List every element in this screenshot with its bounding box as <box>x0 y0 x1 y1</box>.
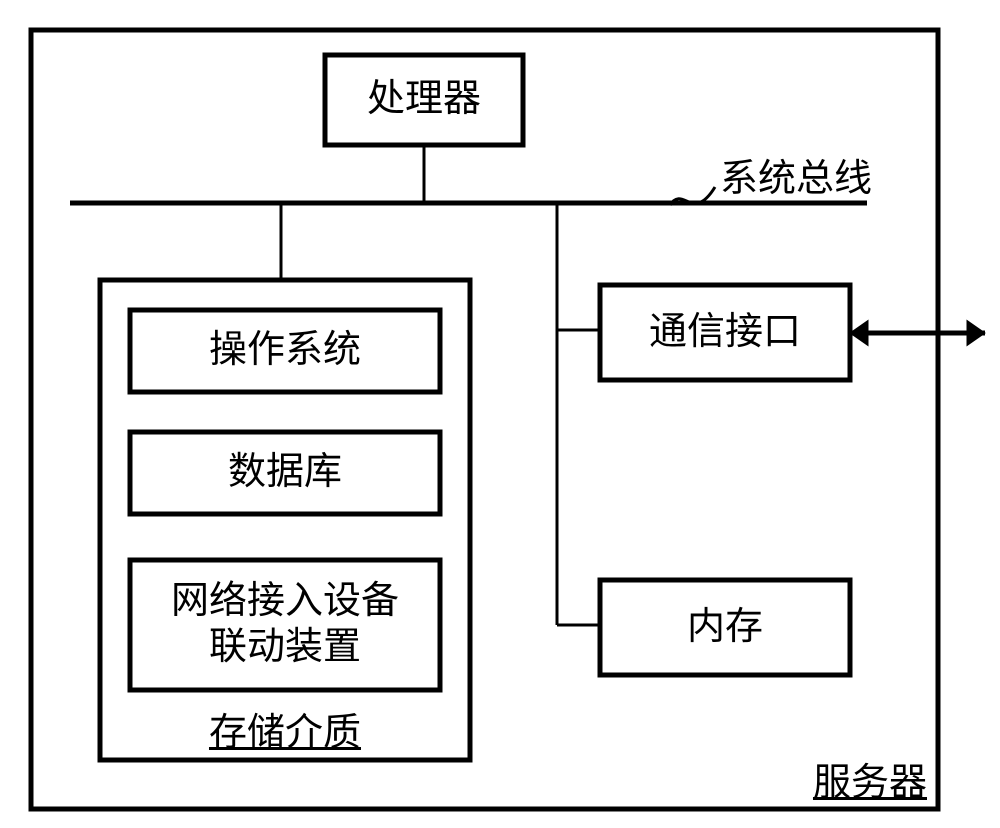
comm-interface-box: 通信接口 <box>600 285 850 380</box>
system-bus-label: 系统总线 <box>720 160 920 200</box>
storage-inner-1: 数据库 <box>130 432 440 514</box>
storage-medium-label: 存储介质 <box>100 710 470 758</box>
processor-box: 处理器 <box>325 55 523 145</box>
storage-inner-2: 网络接入设备 联动装置 <box>130 560 440 690</box>
storage-inner-0: 操作系统 <box>130 310 440 392</box>
memory-box: 内存 <box>600 580 850 675</box>
server-label: 服务器 <box>805 760 935 808</box>
